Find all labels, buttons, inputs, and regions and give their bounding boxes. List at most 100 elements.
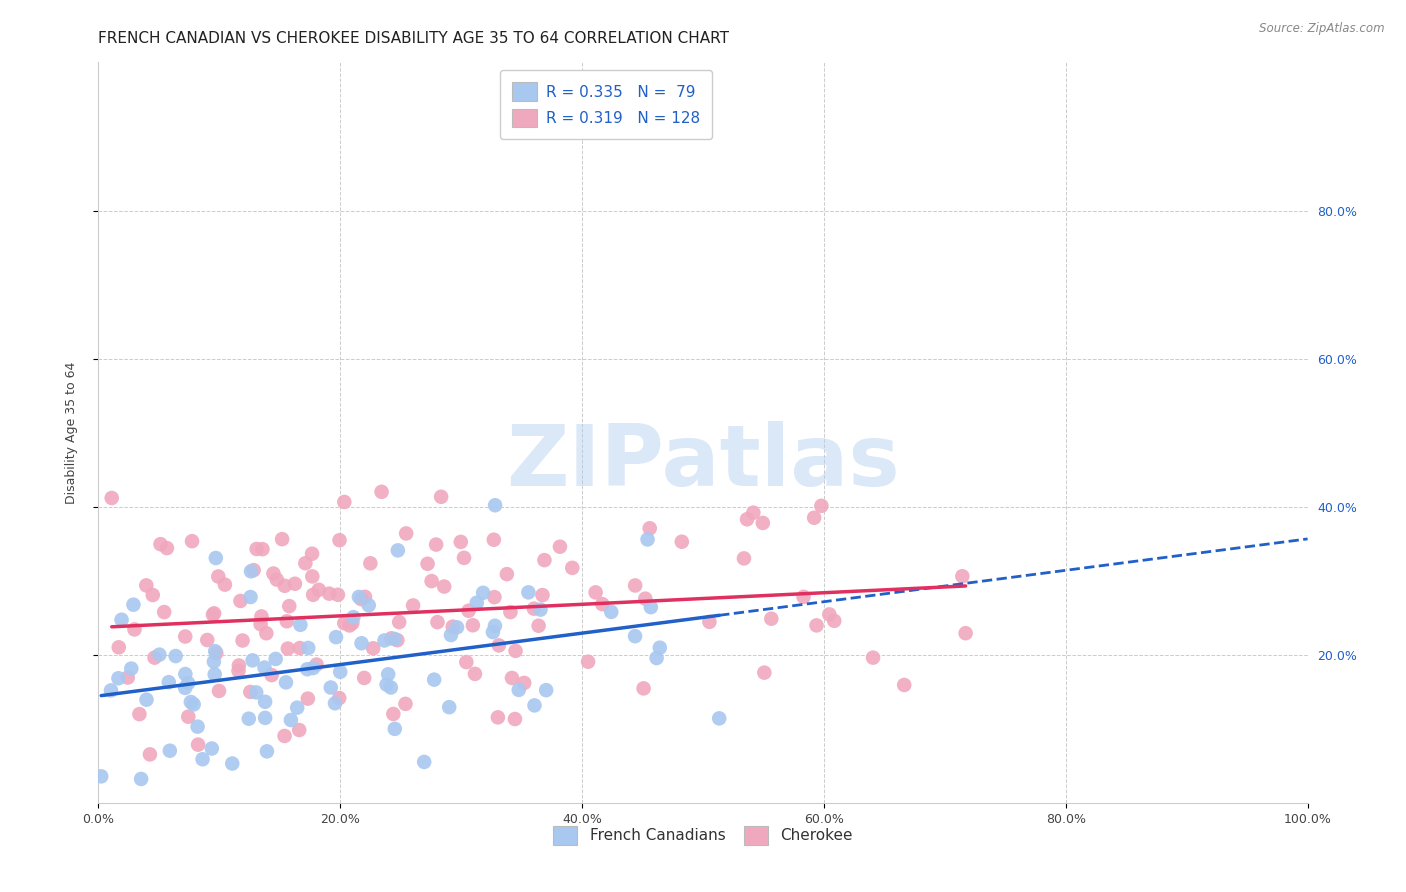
Point: [204, 667, 226, 681]
Point: [254, 695, 277, 709]
Point: [288, 641, 311, 656]
Point: [754, 665, 776, 680]
Point: [187, 738, 209, 752]
Point: [254, 711, 277, 725]
Point: [529, 602, 551, 616]
Text: Source: ZipAtlas.com: Source: ZipAtlas.com: [1260, 22, 1385, 36]
Point: [637, 533, 659, 547]
Point: [308, 582, 330, 597]
Point: [266, 573, 288, 587]
Point: [387, 633, 409, 648]
Point: [441, 619, 464, 633]
Point: [177, 709, 200, 723]
Point: [648, 640, 671, 655]
Point: [240, 564, 263, 578]
Point: [280, 713, 302, 727]
Legend: French Canadians, Cherokee: French Canadians, Cherokee: [547, 820, 859, 851]
Point: [305, 657, 328, 672]
Point: [204, 551, 226, 566]
Point: [228, 658, 250, 673]
Point: [482, 625, 505, 640]
Point: [191, 752, 214, 766]
Point: [600, 605, 623, 619]
Point: [122, 598, 145, 612]
Point: [245, 685, 267, 699]
Point: [290, 617, 312, 632]
Point: [328, 533, 350, 548]
Point: [221, 756, 243, 771]
Point: [202, 607, 225, 621]
Point: [273, 729, 295, 743]
Point: [486, 710, 509, 724]
Point: [426, 615, 449, 629]
Point: [453, 550, 475, 565]
Point: [465, 596, 488, 610]
Point: [561, 561, 583, 575]
Point: [242, 653, 264, 667]
Point: [100, 683, 122, 698]
Point: [633, 681, 655, 696]
Point: [810, 499, 832, 513]
Point: [591, 597, 613, 611]
Point: [488, 639, 510, 653]
Point: [402, 599, 425, 613]
Point: [793, 590, 815, 604]
Point: [472, 586, 495, 600]
Point: [527, 619, 550, 633]
Point: [735, 512, 758, 526]
Point: [323, 696, 346, 710]
Point: [333, 616, 356, 631]
Point: [201, 741, 224, 756]
Point: [380, 632, 402, 646]
Point: [950, 569, 973, 583]
Point: [387, 543, 409, 558]
Point: [204, 644, 226, 658]
Point: [501, 671, 523, 685]
Point: [260, 668, 283, 682]
Point: [142, 588, 165, 602]
Point: [433, 580, 456, 594]
Point: [699, 615, 721, 629]
Point: [246, 541, 269, 556]
Point: [380, 681, 402, 695]
Point: [128, 707, 150, 722]
Point: [484, 498, 506, 512]
Point: [153, 605, 176, 619]
Point: [301, 569, 323, 583]
Point: [117, 671, 139, 685]
Point: [302, 661, 325, 675]
Point: [496, 567, 519, 582]
Point: [430, 490, 453, 504]
Point: [388, 615, 411, 629]
Point: [508, 682, 530, 697]
Point: [274, 675, 297, 690]
Point: [174, 681, 197, 695]
Point: [288, 723, 311, 737]
Point: [534, 683, 557, 698]
Y-axis label: Disability Age 35 to 64: Disability Age 35 to 64: [65, 361, 77, 504]
Point: [733, 551, 755, 566]
Point: [761, 612, 783, 626]
Point: [373, 633, 395, 648]
Point: [201, 607, 224, 622]
Point: [110, 613, 132, 627]
Point: [187, 720, 209, 734]
Point: [425, 537, 447, 551]
Point: [517, 585, 540, 599]
Point: [505, 644, 527, 658]
Point: [262, 566, 284, 581]
Point: [325, 630, 347, 644]
Point: [129, 772, 152, 786]
Point: [264, 652, 287, 666]
Point: [638, 521, 661, 535]
Point: [503, 712, 526, 726]
Point: [252, 542, 274, 557]
Point: [354, 590, 377, 604]
Point: [634, 591, 657, 606]
Point: [302, 588, 325, 602]
Point: [214, 577, 236, 591]
Point: [294, 556, 316, 570]
Point: [165, 648, 187, 663]
Point: [100, 491, 122, 505]
Point: [709, 711, 731, 725]
